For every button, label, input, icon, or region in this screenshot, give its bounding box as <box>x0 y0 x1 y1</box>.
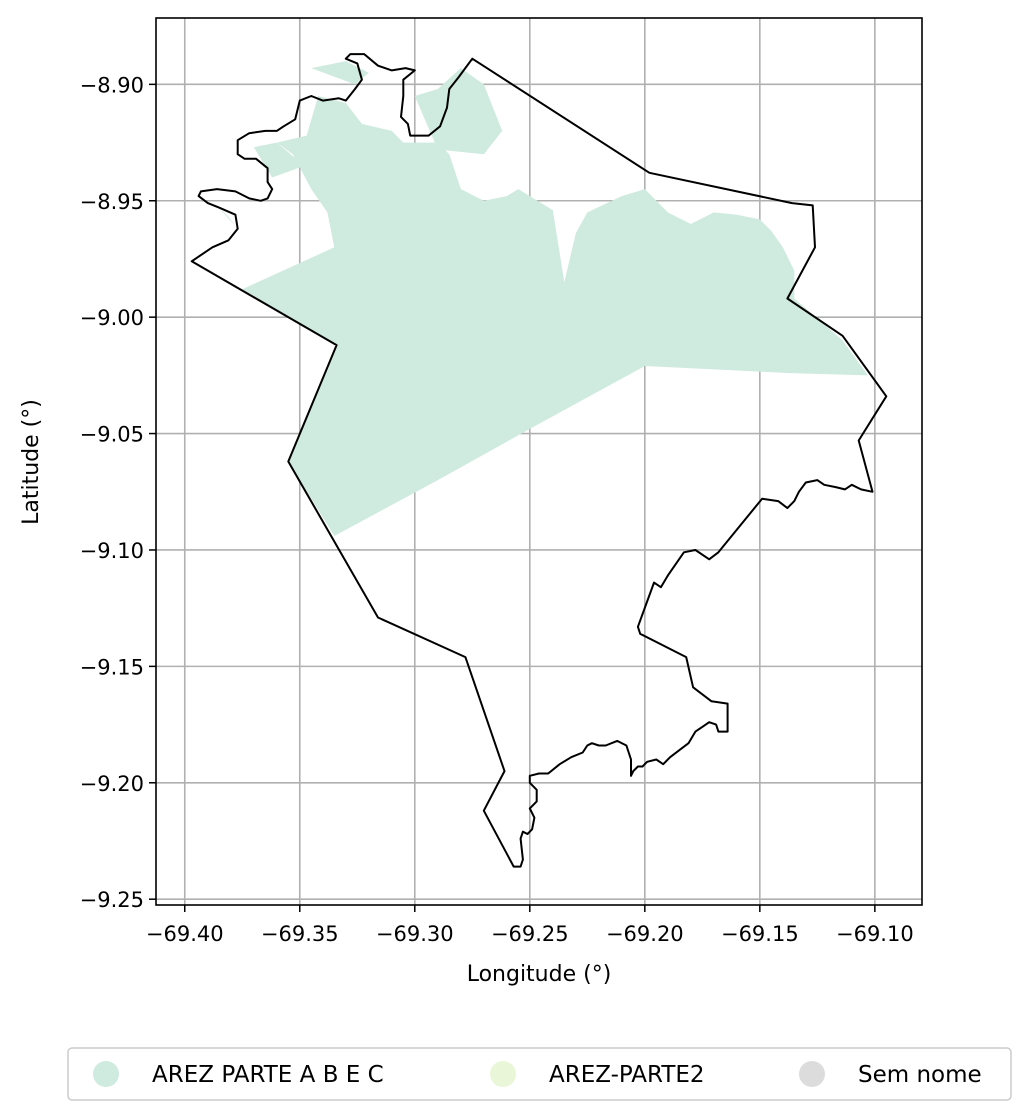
x-tick-label: −69.15 <box>721 922 799 946</box>
boundary-layer <box>190 53 888 868</box>
x-tick-label: −69.30 <box>376 922 454 946</box>
legend-swatch-sem-nome <box>799 1061 825 1087</box>
x-tick-label: −69.40 <box>146 922 224 946</box>
y-axis-ticks: −8.90 −8.95 −9.00 −9.05 −9.10 −9.15 −9.20 −9.25 <box>80 73 156 912</box>
arez-region-fill <box>242 96 868 536</box>
legend-label-arez-parte-a-b-e-c: AREZ PARTE A B E C <box>152 1062 384 1088</box>
y-axis-label: Latitude (°) <box>19 399 44 525</box>
x-tick-label: −69.25 <box>491 922 569 946</box>
y-tick-label: −9.10 <box>80 539 144 563</box>
legend-frame <box>67 1047 1012 1101</box>
legend-label-arez-parte2: AREZ-PARTE2 <box>549 1062 705 1088</box>
legend-label-sem-nome: Sem nome <box>858 1062 982 1088</box>
x-tick-label: −69.10 <box>836 922 914 946</box>
y-tick-label: −9.25 <box>80 888 144 912</box>
y-tick-label: −9.15 <box>80 655 144 679</box>
municipality-boundary <box>190 53 888 868</box>
x-tick-label: −69.20 <box>606 922 684 946</box>
x-axis-label: Longitude (°) <box>467 962 612 987</box>
y-tick-label: −9.05 <box>80 423 144 447</box>
x-axis-ticks: −69.40 −69.35 −69.30 −69.25 −69.20 −69.15 −69.… <box>146 905 914 946</box>
arez-region-fill <box>253 142 305 178</box>
arez-region-fill <box>311 61 369 85</box>
plot-frame <box>155 17 923 906</box>
y-tick-label: −8.95 <box>80 190 144 214</box>
region-fill-layer <box>212 61 868 536</box>
legend: AREZ PARTE A B E C AREZ-PARTE2 Sem nome <box>67 1047 1012 1101</box>
y-tick-label: −9.20 <box>80 772 144 796</box>
y-tick-label: −9.00 <box>80 306 144 330</box>
y-tick-label: −8.90 <box>80 73 144 97</box>
legend-swatch-arez-parte-a-b-e-c <box>93 1061 119 1087</box>
legend-swatch-arez-parte2 <box>490 1061 516 1087</box>
x-tick-label: −69.35 <box>261 922 339 946</box>
arez-region-fill <box>414 68 503 155</box>
